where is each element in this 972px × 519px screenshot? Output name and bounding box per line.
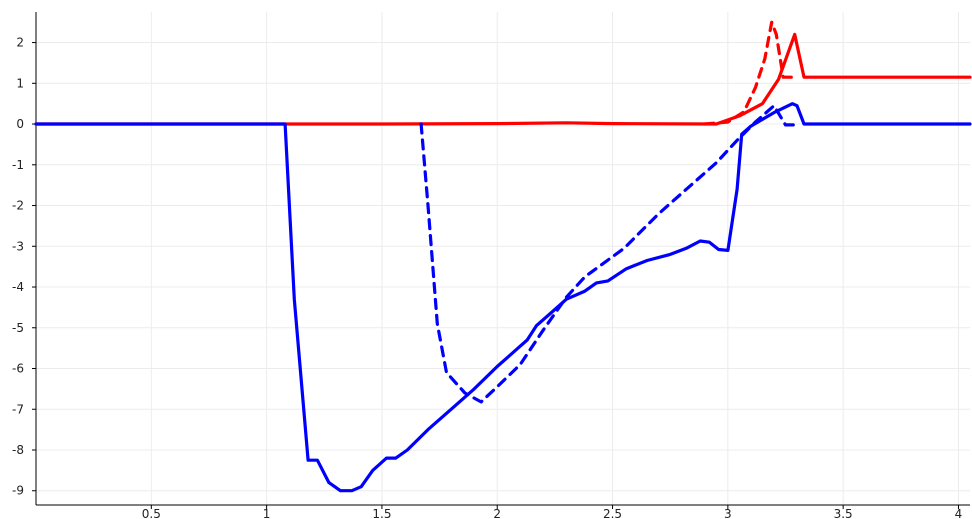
y-tick-label: -9 — [12, 484, 24, 498]
x-tick-label: 3 — [724, 507, 732, 519]
x-tick-label: 1.5 — [372, 507, 391, 519]
x-tick-label: 2 — [493, 507, 501, 519]
y-tick-label: -6 — [12, 362, 24, 376]
y-tick-label: -7 — [12, 402, 24, 416]
series-line-3 — [34, 102, 972, 493]
y-tick-label: 0 — [16, 117, 24, 131]
y-tick-label: -5 — [12, 321, 24, 335]
series-line-4 — [419, 104, 799, 404]
y-tick-label: -1 — [12, 158, 24, 172]
series-line-2 — [703, 20, 795, 126]
series-group — [34, 20, 972, 493]
y-tick-label: -2 — [12, 199, 24, 213]
x-tick-label: 3.5 — [834, 507, 853, 519]
y-tick-label: -4 — [12, 280, 24, 294]
x-tick-label: 4 — [955, 507, 963, 519]
series-line-1 — [34, 32, 972, 126]
y-tick-label: -8 — [12, 443, 24, 457]
grid — [36, 12, 970, 505]
y-tick-label: 1 — [16, 76, 24, 90]
x-tick-label: 2.5 — [603, 507, 622, 519]
x-tick-label: 1 — [263, 507, 271, 519]
y-tick-label: 2 — [16, 36, 24, 50]
x-tick-label: 0.5 — [142, 507, 161, 519]
axes — [32, 12, 970, 509]
y-tick-label: -3 — [12, 239, 24, 253]
x-tick-labels: 0.5 1 1.5 2 2.5 3 3.5 4 — [142, 507, 963, 519]
y-tick-labels: 2 1 0 -1 -2 -3 -4 -5 -6 -7 -8 -9 — [12, 36, 24, 498]
